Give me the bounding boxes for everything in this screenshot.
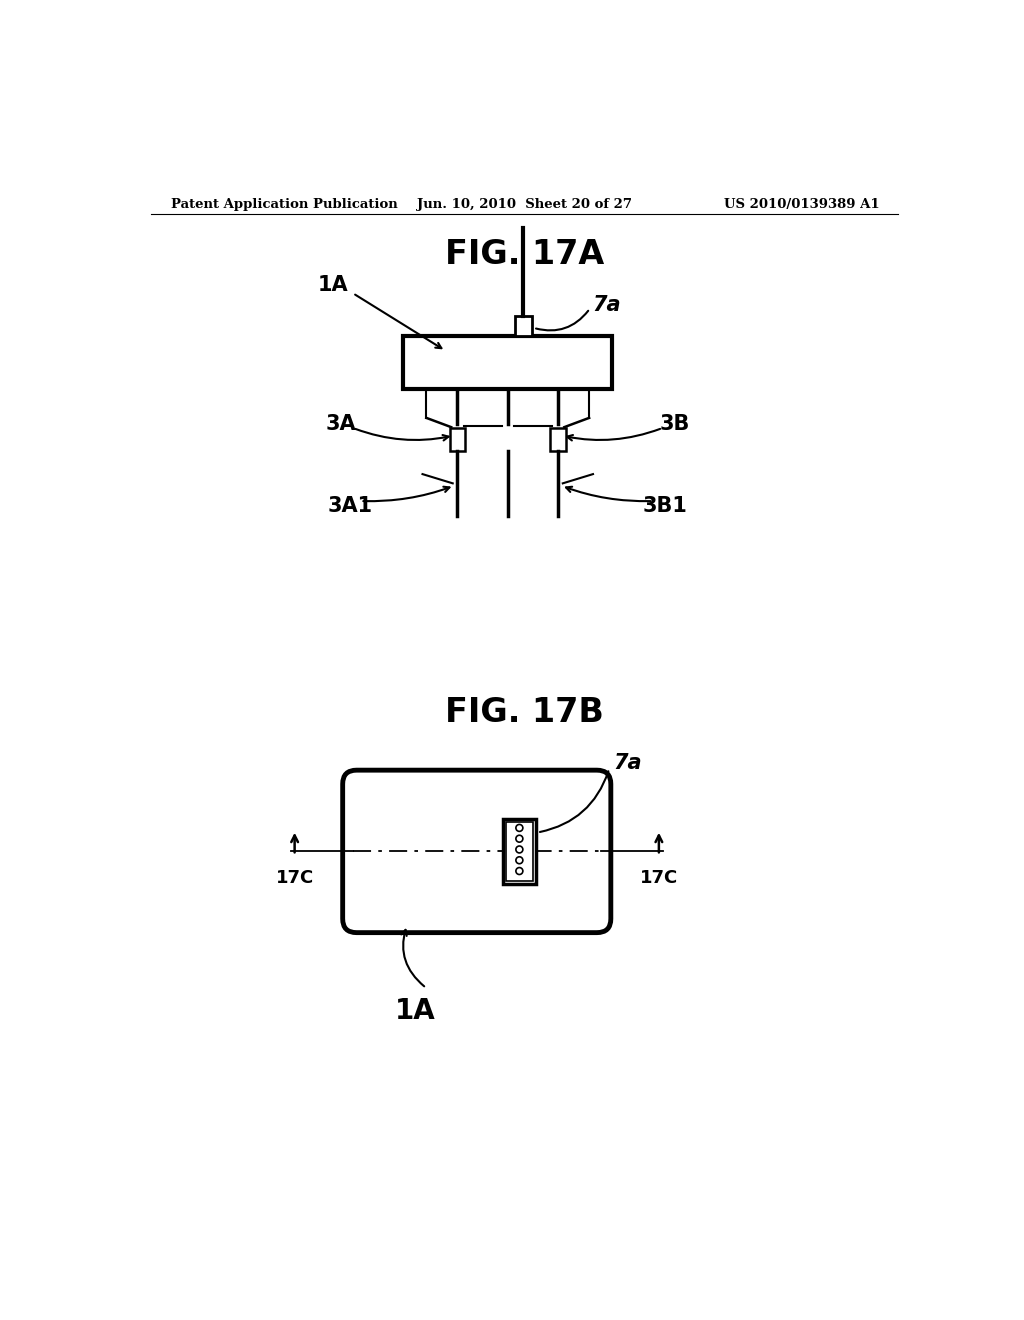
Text: 7a: 7a	[592, 294, 621, 314]
Text: 3A: 3A	[326, 414, 356, 434]
Text: 1A: 1A	[394, 997, 435, 1026]
FancyBboxPatch shape	[343, 770, 611, 933]
Text: Patent Application Publication: Patent Application Publication	[171, 198, 397, 211]
Text: 17C: 17C	[640, 870, 678, 887]
Bar	[503, 818, 536, 884]
Text: 3A1: 3A1	[328, 496, 373, 516]
Bar	[515, 317, 531, 335]
Text: 3B1: 3B1	[643, 496, 687, 516]
Text: 1A: 1A	[318, 276, 349, 296]
Text: 7a: 7a	[613, 754, 642, 774]
Bar	[450, 428, 465, 451]
Text: FIG. 17B: FIG. 17B	[445, 697, 604, 729]
Bar	[403, 335, 612, 389]
Bar	[550, 428, 566, 451]
Text: Jun. 10, 2010  Sheet 20 of 27: Jun. 10, 2010 Sheet 20 of 27	[418, 198, 632, 211]
Text: FIG. 17A: FIG. 17A	[445, 238, 604, 271]
Text: 17C: 17C	[275, 870, 313, 887]
Bar	[506, 822, 532, 880]
Text: US 2010/0139389 A1: US 2010/0139389 A1	[724, 198, 880, 211]
Text: 3B: 3B	[659, 414, 689, 434]
